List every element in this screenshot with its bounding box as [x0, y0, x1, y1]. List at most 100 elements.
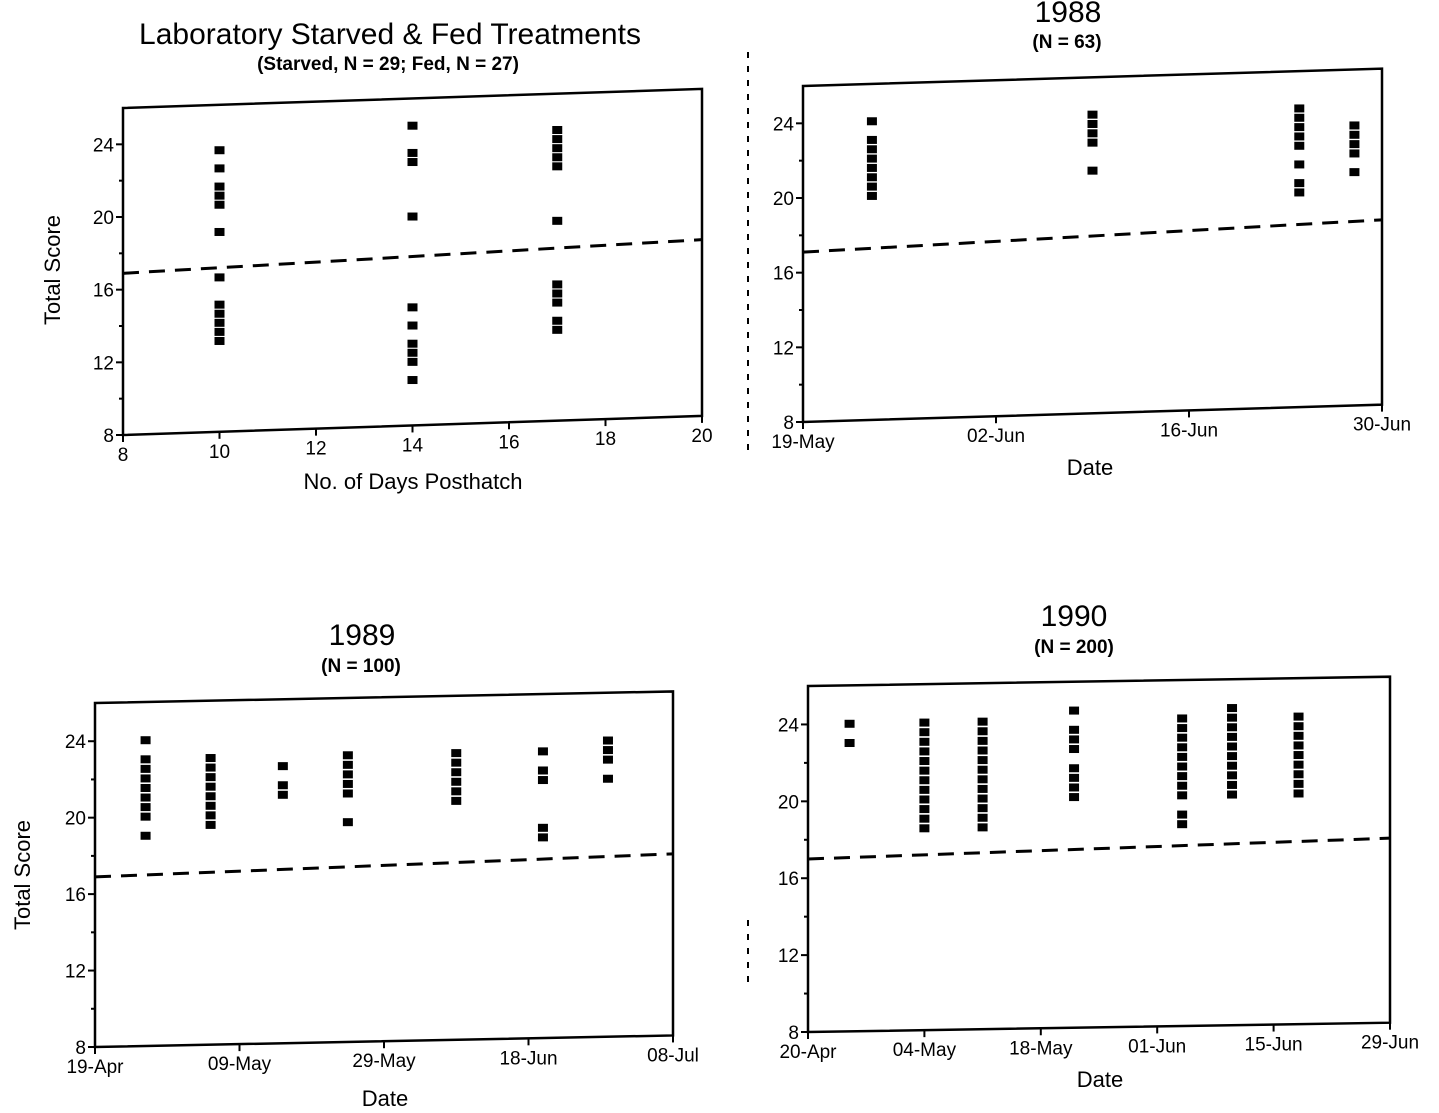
y-tick-label: 24 — [773, 114, 795, 135]
data-point — [1177, 733, 1188, 742]
data-point — [1293, 731, 1304, 740]
data-point — [1087, 138, 1098, 147]
x-tick-label: 18-Jun — [499, 1048, 557, 1069]
data-point — [1294, 141, 1305, 150]
data-point — [977, 775, 988, 784]
data-point — [214, 227, 225, 236]
data-point — [140, 803, 151, 812]
data-point — [1087, 119, 1098, 128]
data-point — [602, 774, 613, 783]
data-point — [1177, 772, 1188, 781]
data-point — [214, 146, 225, 155]
data-point — [407, 357, 418, 366]
data-point — [1293, 760, 1304, 769]
x-tick-label: 16-Jun — [1160, 420, 1218, 441]
data-point — [537, 776, 548, 785]
data-point — [140, 736, 151, 745]
y-tick-label: 16 — [65, 885, 86, 906]
data-point — [552, 316, 563, 325]
data-point — [140, 783, 151, 792]
data-point — [919, 785, 930, 794]
data-point — [205, 792, 216, 801]
x-tick-label: 08-Jul — [647, 1045, 699, 1066]
x-tick-label: 02-Jun — [967, 426, 1025, 447]
data-point — [552, 216, 563, 225]
x-tick-label: 01-Jun — [1128, 1036, 1186, 1057]
y-tick-label: 8 — [103, 426, 114, 447]
data-point — [1349, 121, 1360, 130]
data-point — [451, 787, 462, 796]
data-point — [1069, 725, 1080, 734]
data-point — [977, 765, 988, 774]
data-point — [866, 135, 877, 144]
data-point — [1177, 752, 1188, 761]
data-point — [214, 164, 225, 173]
y-tick-label: 24 — [65, 732, 87, 753]
data-point — [977, 794, 988, 803]
x-tick-label: 29-May — [352, 1051, 416, 1072]
data-point — [866, 163, 877, 172]
data-point — [140, 755, 151, 764]
x-tick-label: 30-Jun — [1353, 415, 1411, 436]
data-point — [214, 191, 225, 200]
data-point — [919, 814, 930, 823]
data-point — [919, 795, 930, 804]
x-axis-label: Date — [362, 1086, 408, 1111]
data-point — [1294, 188, 1305, 197]
data-point — [1294, 160, 1305, 169]
data-point — [1293, 712, 1304, 721]
data-point — [342, 751, 353, 760]
data-point — [407, 339, 418, 348]
panel-title: 1988 — [1035, 0, 1102, 29]
data-point — [205, 801, 216, 810]
data-point — [552, 153, 563, 162]
x-tick-label: 18 — [595, 429, 616, 450]
data-point — [1177, 820, 1188, 829]
data-point — [977, 756, 988, 765]
data-point — [407, 148, 418, 157]
panel-1989: 1989 (N = 100) Date Total Score 8 12 16 20 2… — [10, 619, 699, 1111]
x-tick-label: 20-Apr — [779, 1042, 837, 1063]
y-tick-label: 20 — [65, 809, 86, 830]
x-tick-label: 12 — [305, 439, 326, 460]
data-point — [919, 766, 930, 775]
data-point — [1069, 783, 1080, 792]
data-point — [1293, 741, 1304, 750]
panel-title: 1989 — [329, 619, 396, 652]
data-point — [537, 833, 548, 842]
data-point — [1069, 773, 1080, 782]
x-tick-label: 19-May — [771, 432, 835, 453]
data-point — [277, 781, 288, 790]
data-point — [919, 718, 930, 727]
y-tick-label: 8 — [783, 413, 794, 434]
data-point — [342, 770, 353, 779]
data-point — [407, 348, 418, 357]
data-point — [977, 823, 988, 832]
x-tick-label: 20 — [691, 426, 712, 447]
data-point — [214, 200, 225, 209]
reference-dashed-line — [802, 218, 1383, 254]
data-point — [919, 805, 930, 814]
panel-title: 1990 — [1041, 600, 1108, 633]
data-point — [407, 321, 418, 330]
x-tick-label: 16 — [498, 432, 519, 453]
data-point — [552, 298, 563, 307]
data-point — [602, 755, 613, 764]
reference-dashed-line — [94, 852, 674, 879]
data-point — [1293, 779, 1304, 788]
data-point — [140, 764, 151, 773]
data-point — [214, 182, 225, 191]
data-point — [342, 818, 353, 827]
y-tick-label: 8 — [788, 1023, 799, 1044]
data-point — [214, 327, 225, 336]
x-tick-label: 09-May — [208, 1054, 272, 1075]
y-tick-label: 20 — [773, 189, 794, 210]
data-point — [602, 746, 613, 755]
data-point — [552, 162, 563, 171]
data-point — [977, 804, 988, 813]
x-tick-label: 8 — [118, 445, 129, 466]
reference-dashed-line — [122, 238, 703, 275]
data-point — [844, 719, 855, 728]
data-point — [342, 789, 353, 798]
y-tick-label: 12 — [778, 946, 799, 967]
